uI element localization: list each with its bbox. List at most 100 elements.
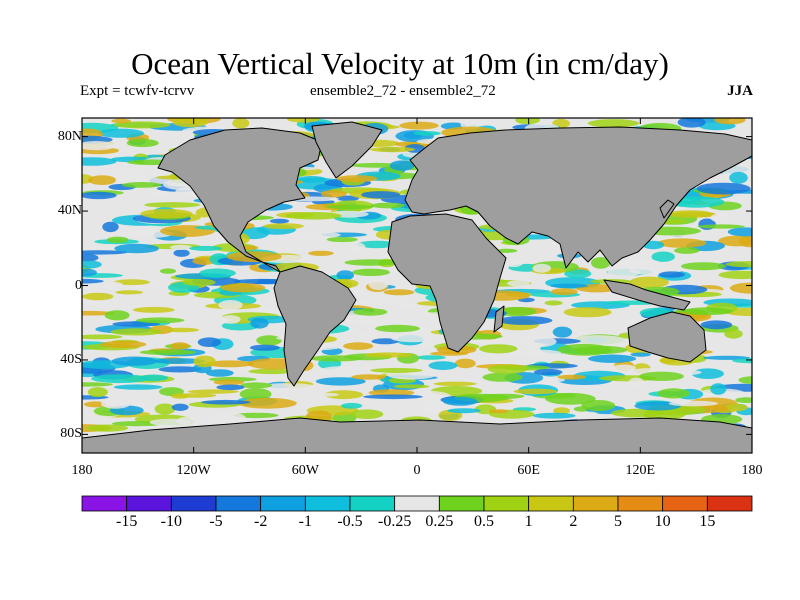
land-greenland [311,121,383,179]
field-patch [657,388,690,399]
field-patch [504,258,524,268]
field-patch [729,171,748,184]
field-patch [666,210,714,218]
lat-tick-label: 80N [57,128,82,144]
field-patch [170,393,190,399]
field-patch [319,366,361,376]
lon-tick-label: 0 [413,463,421,478]
field-patch [82,260,102,269]
field-patch [82,268,97,277]
field-patch [729,282,752,294]
field-patch [358,331,383,338]
field-patch [113,384,163,390]
field-patch [482,372,523,382]
lat-tick-label: 40S [60,351,82,367]
field-patch [507,280,530,287]
field-patch [413,131,441,136]
field-patch [82,157,117,166]
field-patch [326,204,374,210]
colorbar-swatch [349,495,396,512]
field-patch [738,376,752,384]
field-patch [323,390,364,400]
field-patch [136,317,185,324]
colorbar-swatch [662,495,708,512]
field-patch [371,338,399,345]
colorbar-label: -15 [115,513,138,530]
field-patch [433,381,477,386]
field-patch [110,328,163,336]
field-patch [497,316,553,325]
field-patch [126,138,159,148]
colorbar-swatch [126,495,172,512]
field-patch [82,141,117,151]
field-patch [691,368,724,380]
field-patch [563,307,612,318]
field-patch [657,238,707,248]
field-patch [336,175,378,183]
field-patch [348,242,366,254]
field-patch [690,301,708,306]
field-patch [232,118,250,129]
field-patch [113,279,150,286]
field-patch [240,382,273,389]
field-patch [370,146,415,153]
field-patch [393,384,430,389]
field-patch [697,224,745,229]
field-patch [368,278,389,290]
field-patch [629,276,669,288]
land-madagascar [493,305,505,333]
field-patch [639,371,684,381]
colorbar-swatch [304,495,351,512]
field-patch [113,121,171,129]
field-patch [488,409,509,414]
field-patch [153,358,205,364]
ensemble-label: ensemble2_72 - ensemble2_72 [310,83,496,99]
field-patch [550,283,588,288]
field-patch [361,191,401,199]
field-patch [84,401,107,408]
land-eurasia [404,126,752,269]
field-patch [487,364,528,374]
field-patch [428,361,458,370]
field-patch [547,377,566,382]
colorbar-label: 1 [524,513,533,530]
field-patch [349,162,404,168]
field-patch [144,202,201,208]
field-patch [352,268,390,276]
field-patch [390,333,436,343]
field-patch [700,320,733,330]
field-patch [287,118,320,123]
field-patch [588,354,637,363]
field-patch [121,182,162,188]
field-patch [263,223,304,230]
colorbar-swatch [215,495,262,512]
field-patch [668,400,719,407]
field-patch [718,270,752,280]
field-patch [154,403,176,415]
field-patch [199,268,236,278]
field-patch [171,403,189,411]
colorbar-swatch [438,495,485,512]
land-australia [627,311,707,363]
field-patch [564,269,592,279]
field-patch [207,412,247,424]
land-antarctica [82,417,752,453]
field-patch [173,249,190,257]
colorbar-label: -0.25 [377,513,412,530]
lat-tick-label: 40N [57,203,82,219]
field-patch [248,368,295,375]
colorbar-swatch [394,495,440,512]
lon-tick-label: 180 [741,463,763,478]
field-patch [111,118,131,124]
land-mask [82,121,752,453]
field-patch [553,407,570,415]
map-title: Ocean Vertical Velocity at 10m (in cm/da… [131,46,669,81]
field-patch [696,182,751,195]
colorbar [81,495,753,512]
lon-tick-label: 180 [71,463,93,478]
lon-tick-label: 60W [291,463,319,478]
season-label: JJA [727,83,753,99]
field-patch [336,270,355,281]
field-patch [353,298,405,306]
lon-tick-label: 120W [176,463,211,478]
